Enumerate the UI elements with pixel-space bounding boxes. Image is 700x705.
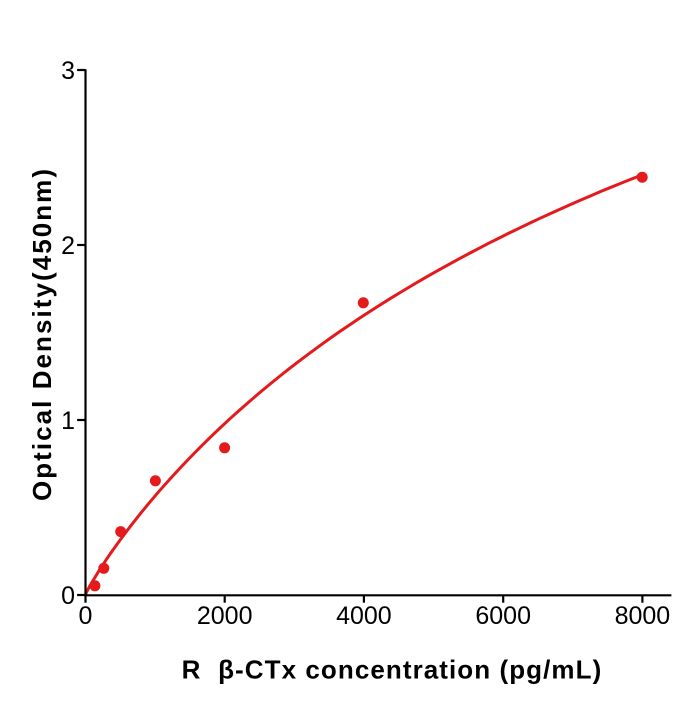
svg-text:2000: 2000 [197,602,253,630]
svg-text:Optical Density(450nm): Optical Density(450nm) [27,167,57,501]
svg-text:R β-CTx concentration (pg/mL): R β-CTx concentration (pg/mL) [182,654,603,684]
svg-text:0: 0 [79,602,93,630]
svg-text:2: 2 [61,232,75,260]
svg-text:4000: 4000 [336,602,392,630]
svg-text:3: 3 [61,57,75,85]
svg-text:8000: 8000 [615,602,671,630]
svg-text:6000: 6000 [475,602,531,630]
svg-text:0: 0 [61,582,75,610]
svg-text:1: 1 [61,407,75,435]
